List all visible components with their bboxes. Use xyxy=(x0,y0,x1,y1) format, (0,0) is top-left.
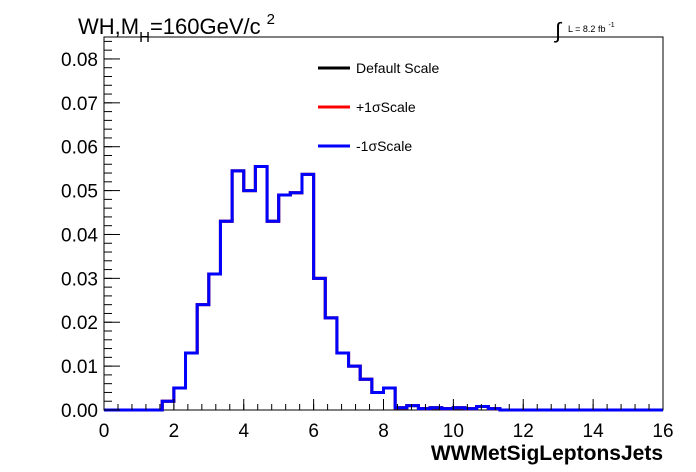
y-tick-label: 0.07 xyxy=(61,94,98,115)
x-axis-label: WWMetSigLeptonsJets xyxy=(431,442,663,465)
chart-title-sup: 2 xyxy=(267,11,275,28)
y-tick-label: 0.06 xyxy=(61,138,98,159)
x-tick-label: 8 xyxy=(378,421,389,442)
svg-text:L = 8.2 fb-1: L = 8.2 fb -1 xyxy=(568,22,615,34)
x-tick-label: 4 xyxy=(238,421,249,442)
legend-label-1: +1σScale xyxy=(356,99,416,115)
chart-title-rest: =160GeV/c xyxy=(150,14,261,39)
x-tick-label: 12 xyxy=(513,421,534,442)
chart-title-sub: H xyxy=(139,29,150,46)
series-line-2 xyxy=(104,164,663,412)
lumi-label: ∫ L = 8.2 fb -1 xyxy=(553,18,615,43)
x-tick-label: 10 xyxy=(443,421,464,442)
y-tick-label: 0.03 xyxy=(61,269,98,290)
x-tick-label: 14 xyxy=(583,421,605,442)
x-tick-label: 16 xyxy=(652,421,673,442)
x-tick-label: 6 xyxy=(308,421,319,442)
y-tick-label: 0.00 xyxy=(61,401,98,422)
chart-title-main: WH,M xyxy=(78,14,139,39)
series-line-1 xyxy=(104,164,663,412)
legend-label-2: -1σScale xyxy=(356,138,412,154)
y-tick-label: 0.04 xyxy=(61,225,98,246)
lumi-sup: -1 xyxy=(608,22,614,29)
chart-title: WH,MH=160GeV/c 2 xyxy=(78,11,275,46)
integral-sign-icon: ∫ xyxy=(553,18,563,43)
y-tick-label: 0.01 xyxy=(61,357,98,378)
legend-label-0: Default Scale xyxy=(356,60,439,76)
lumi-text: L = 8.2 fb xyxy=(568,24,605,34)
y-tick-label: 0.05 xyxy=(61,182,98,203)
x-tick-label: 2 xyxy=(169,421,180,442)
y-tick-label: 0.08 xyxy=(61,50,98,71)
x-tick-label: 0 xyxy=(99,421,110,442)
series-line-0 xyxy=(104,164,663,412)
y-tick-label: 0.02 xyxy=(61,313,98,334)
